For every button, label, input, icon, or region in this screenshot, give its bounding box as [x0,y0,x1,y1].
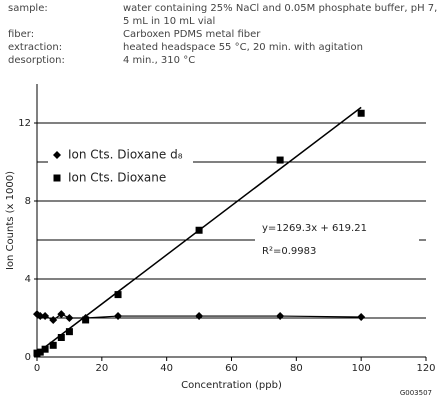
y-tick-label: 8 [25,196,31,207]
data-point [49,315,58,324]
data-point [41,345,49,353]
header-label: extraction: [8,42,62,53]
equation: y=1269.3x + 619.21 [262,223,367,234]
x-tick-label: 80 [290,363,303,374]
data-point [276,156,284,164]
legend-marker [53,174,61,182]
legend-bg [48,145,193,165]
data-point [357,109,365,117]
header-label: sample: [8,3,48,14]
data-point [57,334,65,341]
legend-bg [48,168,193,188]
header-value: 5 mL in 10 mL vial [123,16,215,27]
equation-box [255,214,419,262]
x-tick-label: 40 [160,363,173,374]
data-point [114,312,123,321]
data-point [82,316,90,324]
data-point [195,312,204,321]
legend-marker [53,151,61,159]
data-point [357,313,366,322]
x-tick-label: 20 [95,363,108,374]
data-point [276,312,285,321]
x-tick-label: 100 [352,363,371,374]
data-point [195,226,203,234]
data-point [65,314,74,322]
header-label: fiber: [8,29,34,40]
header-value: Carboxen PDMS metal fiber [123,29,261,40]
y-tick-label: 4 [25,274,31,285]
legend-label: Ion Cts. Dioxane [68,171,166,185]
y-tick-label: 12 [18,118,31,129]
data-point [114,291,122,299]
data-point [49,341,57,349]
x-tick-label: 120 [416,363,435,374]
data-point [36,348,44,356]
header-value: water containing 25% NaCl and 0.05M phos… [123,3,437,14]
header-value: 4 min., 310 °C [123,55,195,66]
x-tick-label: 60 [225,363,238,374]
x-tick-label: 0 [34,363,40,374]
y-tick-label: 0 [25,352,31,363]
legend-label: Ion Cts. Dioxane d₈ [68,148,183,162]
data-point [57,310,66,319]
header-value: heated headspace 55 °C, 20 min. with agi… [123,42,363,53]
header-label: desorption: [8,55,65,66]
y-axis-label: Ion Counts (x 1000) [5,171,16,270]
data-point [36,312,45,321]
data-point [65,328,73,336]
r-squared: R²=0.9983 [262,246,316,257]
figure-code: G003507 [400,389,432,397]
x-axis-label: Concentration (ppb) [181,380,282,391]
data-point [41,312,50,321]
